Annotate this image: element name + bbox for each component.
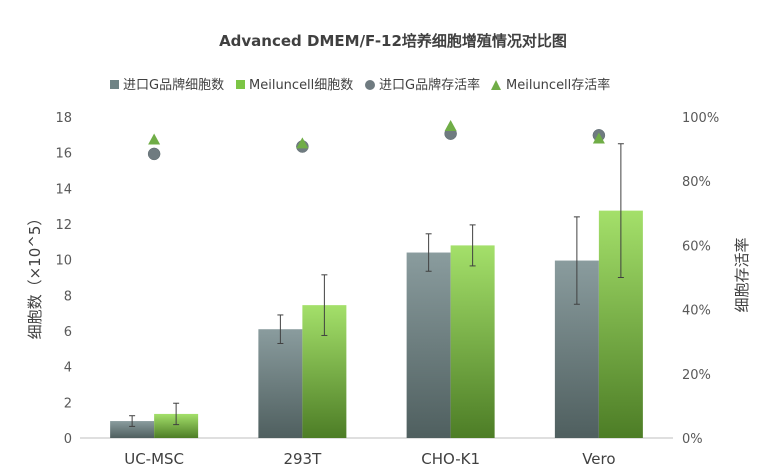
survival-marker-triangle (296, 137, 309, 149)
bar (450, 245, 495, 438)
y-tick-label: 0 (64, 432, 72, 447)
x-category-label: UC-MSC (124, 450, 184, 468)
y2-axis-title: 细胞存活率 (733, 237, 751, 312)
legend-label: Meiluncell存活率 (506, 77, 610, 93)
y-tick-label: 18 (55, 111, 72, 126)
y2-tick-label: 60% (682, 239, 711, 254)
legend-label: Meiluncell细胞数 (249, 78, 353, 93)
bar (406, 252, 451, 438)
survival-marker-triangle (592, 132, 605, 144)
y-axis-title: 细胞数（×10^5） (26, 211, 44, 340)
y-tick-label: 16 (55, 147, 72, 162)
x-category-label: Vero (582, 450, 615, 468)
bar (258, 329, 303, 438)
survival-marker-circle (147, 147, 161, 161)
legend-swatch-gray-bar (110, 80, 119, 89)
y-tick-label: 14 (55, 182, 72, 197)
y-tick-label: 12 (55, 218, 72, 233)
error-bars (129, 143, 624, 427)
x-category-label: 293T (283, 450, 322, 468)
survival-marker-triangle (444, 119, 457, 131)
legend-marker-circle (365, 80, 375, 90)
legend: 进口G品牌细胞数 Meiluncell细胞数 进口G品牌存活率 Meilunce… (110, 77, 610, 93)
chart-title: Advanced DMEM/F-12培养细胞增殖情况对比图 (219, 32, 567, 50)
y2-tick-label: 80% (682, 175, 711, 190)
y-tick-label: 8 (64, 289, 72, 304)
legend-marker-triangle (491, 80, 501, 90)
bars (110, 210, 643, 438)
bar (110, 421, 155, 438)
markers (147, 119, 606, 161)
y2-tick-label: 40% (682, 304, 711, 319)
y2-tick-label: 100% (682, 111, 719, 126)
y-tick-label: 10 (55, 254, 72, 269)
y-tick-label: 6 (64, 325, 72, 340)
y2-tick-label: 0% (682, 432, 703, 447)
legend-label: 进口G品牌细胞数 (123, 77, 224, 93)
left-axis: 0 2 4 6 8 10 12 14 16 18 (55, 111, 72, 447)
y-tick-label: 2 (64, 396, 72, 411)
x-category-label: CHO-K1 (421, 450, 480, 468)
legend-swatch-green-bar (236, 80, 245, 89)
survival-marker-triangle (148, 133, 161, 145)
right-axis: 0% 20% 40% 60% 80% 100% (682, 111, 719, 447)
category-labels: UC-MSC 293T CHO-K1 Vero (124, 450, 615, 468)
legend-label: 进口G品牌存活率 (379, 77, 480, 93)
y2-tick-label: 20% (682, 368, 711, 383)
y-tick-label: 4 (64, 361, 72, 376)
